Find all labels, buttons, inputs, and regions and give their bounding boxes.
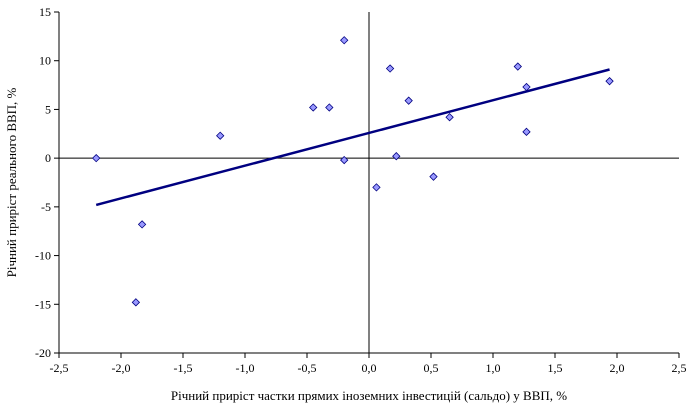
- y-tick-label: -10: [35, 249, 51, 263]
- y-tick-label: -5: [41, 200, 51, 214]
- y-tick-label: 15: [39, 5, 51, 19]
- x-tick-label: -1,5: [174, 361, 193, 375]
- x-tick-label: 1,0: [486, 361, 501, 375]
- data-point: [522, 127, 531, 137]
- x-axis-title: Річний приріст частки прямих іноземних і…: [171, 388, 567, 403]
- data-point: [522, 82, 531, 92]
- data-point: [404, 96, 413, 105]
- x-axis-ticks: -2,5 -2,0 -1,5 -1,0 -0,5 0,0 0,5 1,0 1,5 2,0 2,5: [50, 353, 687, 375]
- data-point: [137, 220, 147, 229]
- data-point: [392, 152, 401, 161]
- y-axis-ticks: -20 -15 -10 -5 0 5 10 15: [35, 5, 59, 360]
- y-axis-title: Річний приріст реального ВВП, %: [4, 87, 19, 277]
- x-tick-label: 1,5: [548, 361, 563, 375]
- data-point: [309, 103, 318, 112]
- x-tick-label: -2,0: [112, 361, 131, 375]
- data-point: [325, 103, 334, 112]
- plot-area: [58, 12, 679, 354]
- y-tick-label: 5: [45, 102, 51, 116]
- data-point: [605, 77, 614, 86]
- x-tick-label: 2,5: [672, 361, 687, 375]
- y-tick-label: 0: [45, 151, 51, 165]
- data-point: [131, 298, 141, 307]
- y-tick-label: 10: [39, 54, 51, 68]
- x-tick-label: 2,0: [610, 361, 625, 375]
- data-points: [92, 36, 614, 307]
- y-tick-label: -15: [35, 297, 51, 311]
- x-tick-label: 0,0: [362, 361, 377, 375]
- data-point: [372, 183, 381, 192]
- x-tick-label: -2,5: [50, 361, 69, 375]
- data-point: [445, 113, 454, 122]
- data-point: [385, 64, 395, 73]
- data-point: [340, 155, 349, 165]
- x-tick-label: -0,5: [298, 361, 317, 375]
- x-tick-label: -1,0: [236, 361, 255, 375]
- data-point: [429, 172, 438, 181]
- data-point: [216, 131, 225, 140]
- data-point: [513, 62, 522, 71]
- y-tick-label: -20: [35, 346, 51, 360]
- trendline: [95, 68, 610, 207]
- data-point: [92, 153, 101, 163]
- x-tick-label: 0,5: [424, 361, 439, 375]
- data-point: [340, 36, 349, 45]
